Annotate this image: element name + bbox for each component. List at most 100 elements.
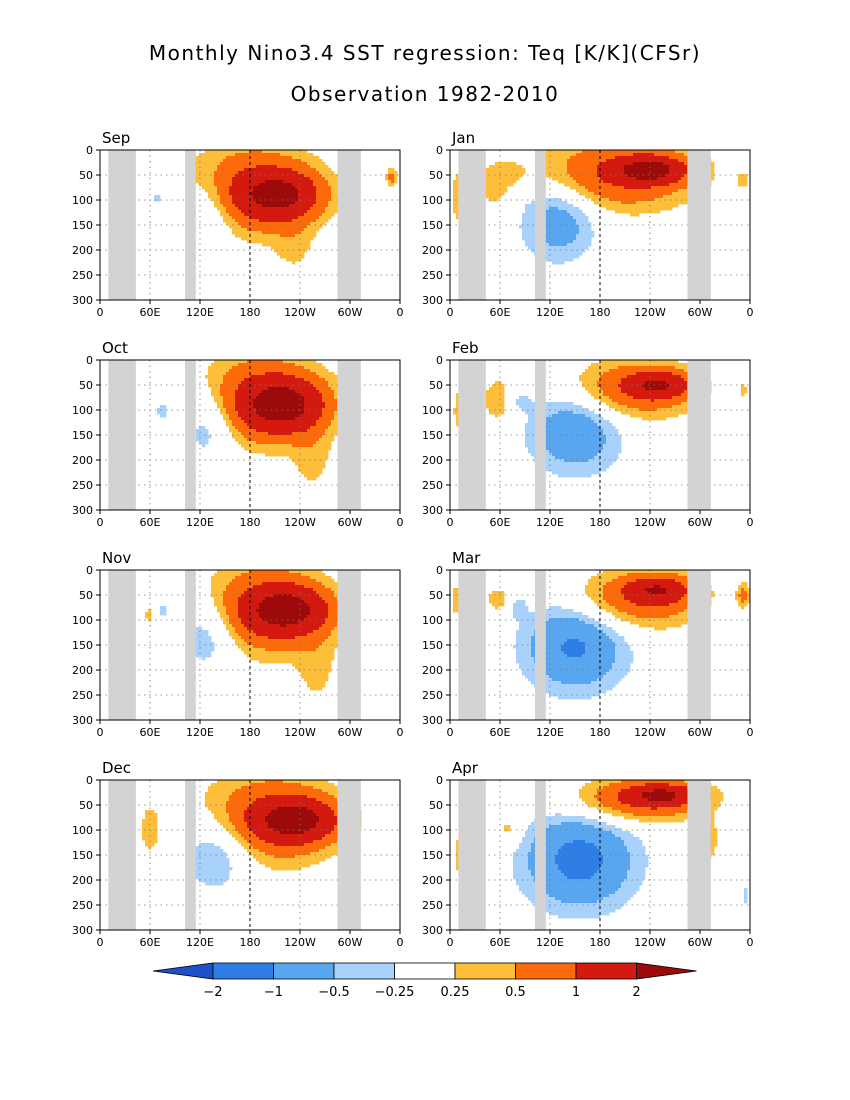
field-cell: [576, 156, 580, 160]
field-cell: [325, 444, 329, 448]
field-cell: [307, 363, 311, 367]
field-cell: [654, 186, 658, 190]
field-cell: [220, 156, 224, 160]
field-cell: [253, 375, 257, 379]
field-cell: [271, 411, 275, 415]
field-cell: [292, 195, 296, 199]
field-cell: [256, 153, 260, 157]
field-cell: [271, 453, 275, 457]
field-cell: [241, 213, 245, 217]
field-cell: [259, 375, 263, 379]
field-cell: [582, 213, 586, 217]
field-cell: [600, 168, 604, 172]
field-cell: [564, 228, 568, 232]
field-cell: [492, 399, 496, 403]
field-cell: [615, 174, 619, 178]
field-cell: [247, 213, 251, 217]
field-cell: [624, 402, 628, 406]
field-cell: [241, 402, 245, 406]
field-cell: [238, 441, 242, 445]
field-cell: [561, 150, 565, 154]
field-cell: [217, 156, 221, 160]
field-cell: [217, 207, 221, 211]
field-cell: [310, 468, 314, 472]
field-cell: [292, 393, 296, 397]
field-cell: [295, 420, 299, 424]
field-cell: [681, 402, 685, 406]
field-cell: [292, 435, 296, 439]
field-cell: [304, 450, 308, 454]
field-cell: [576, 153, 580, 157]
field-cell: [624, 159, 628, 163]
field-cell: [223, 399, 227, 403]
field-cell: [552, 159, 556, 163]
field-cell: [244, 186, 248, 190]
field-cell: [492, 165, 496, 169]
field-cell: [295, 414, 299, 418]
field-cell: [271, 381, 275, 385]
field-cell: [283, 426, 287, 430]
field-cell: [292, 153, 296, 157]
field-cell: [564, 153, 568, 157]
field-cell: [250, 423, 254, 427]
field-cell: [316, 429, 320, 433]
field-cell: [220, 396, 224, 400]
field-cell: [259, 399, 263, 403]
field-cell: [277, 246, 281, 250]
field-cell: [259, 366, 263, 370]
field-cell: [274, 438, 278, 442]
field-cell: [256, 156, 260, 160]
field-cell: [684, 192, 688, 196]
field-cell: [573, 228, 577, 232]
field-cell: [621, 210, 625, 214]
field-cell: [292, 207, 296, 211]
field-cell: [669, 183, 673, 187]
field-cell: [561, 402, 565, 406]
field-cell: [316, 210, 320, 214]
field-cell: [235, 177, 239, 181]
field-cell: [621, 387, 625, 391]
field-cell: [391, 183, 395, 187]
field-cell: [223, 384, 227, 388]
field-cell: [331, 189, 335, 193]
field-cell: [280, 414, 284, 418]
field-cell: [618, 396, 622, 400]
field-cell: [253, 210, 257, 214]
field-cell: [633, 171, 637, 175]
field-cell: [597, 153, 601, 157]
field-cell: [681, 180, 685, 184]
field-cell: [295, 423, 299, 427]
field-cell: [277, 231, 281, 235]
field-cell: [226, 417, 230, 421]
field-cell: [271, 171, 275, 175]
field-cell: [621, 195, 625, 199]
field-cell: [295, 186, 299, 190]
field-cell: [633, 201, 637, 205]
field-cell: [220, 165, 224, 169]
field-cell: [669, 363, 673, 367]
field-cell: [660, 168, 664, 172]
field-cell: [238, 402, 242, 406]
field-cell: [546, 153, 550, 157]
field-cell: [310, 402, 314, 406]
field-cell: [298, 459, 302, 463]
field-cell: [456, 177, 460, 181]
field-cell: [310, 378, 314, 382]
field-cell: [253, 384, 257, 388]
field-cell: [256, 174, 260, 178]
field-cell: [630, 210, 634, 214]
field-cell: [681, 366, 685, 370]
field-cell: [256, 378, 260, 382]
field-cell: [585, 174, 589, 178]
field-cell: [319, 399, 323, 403]
field-cell: [208, 168, 212, 172]
field-cell: [657, 390, 661, 394]
field-cell: [603, 384, 607, 388]
field-cell: [202, 183, 206, 187]
field-cell: [289, 156, 293, 160]
field-cell: [289, 375, 293, 379]
field-cell: [289, 396, 293, 400]
field-cell: [241, 231, 245, 235]
field-cell: [241, 165, 245, 169]
field-cell: [256, 444, 260, 448]
